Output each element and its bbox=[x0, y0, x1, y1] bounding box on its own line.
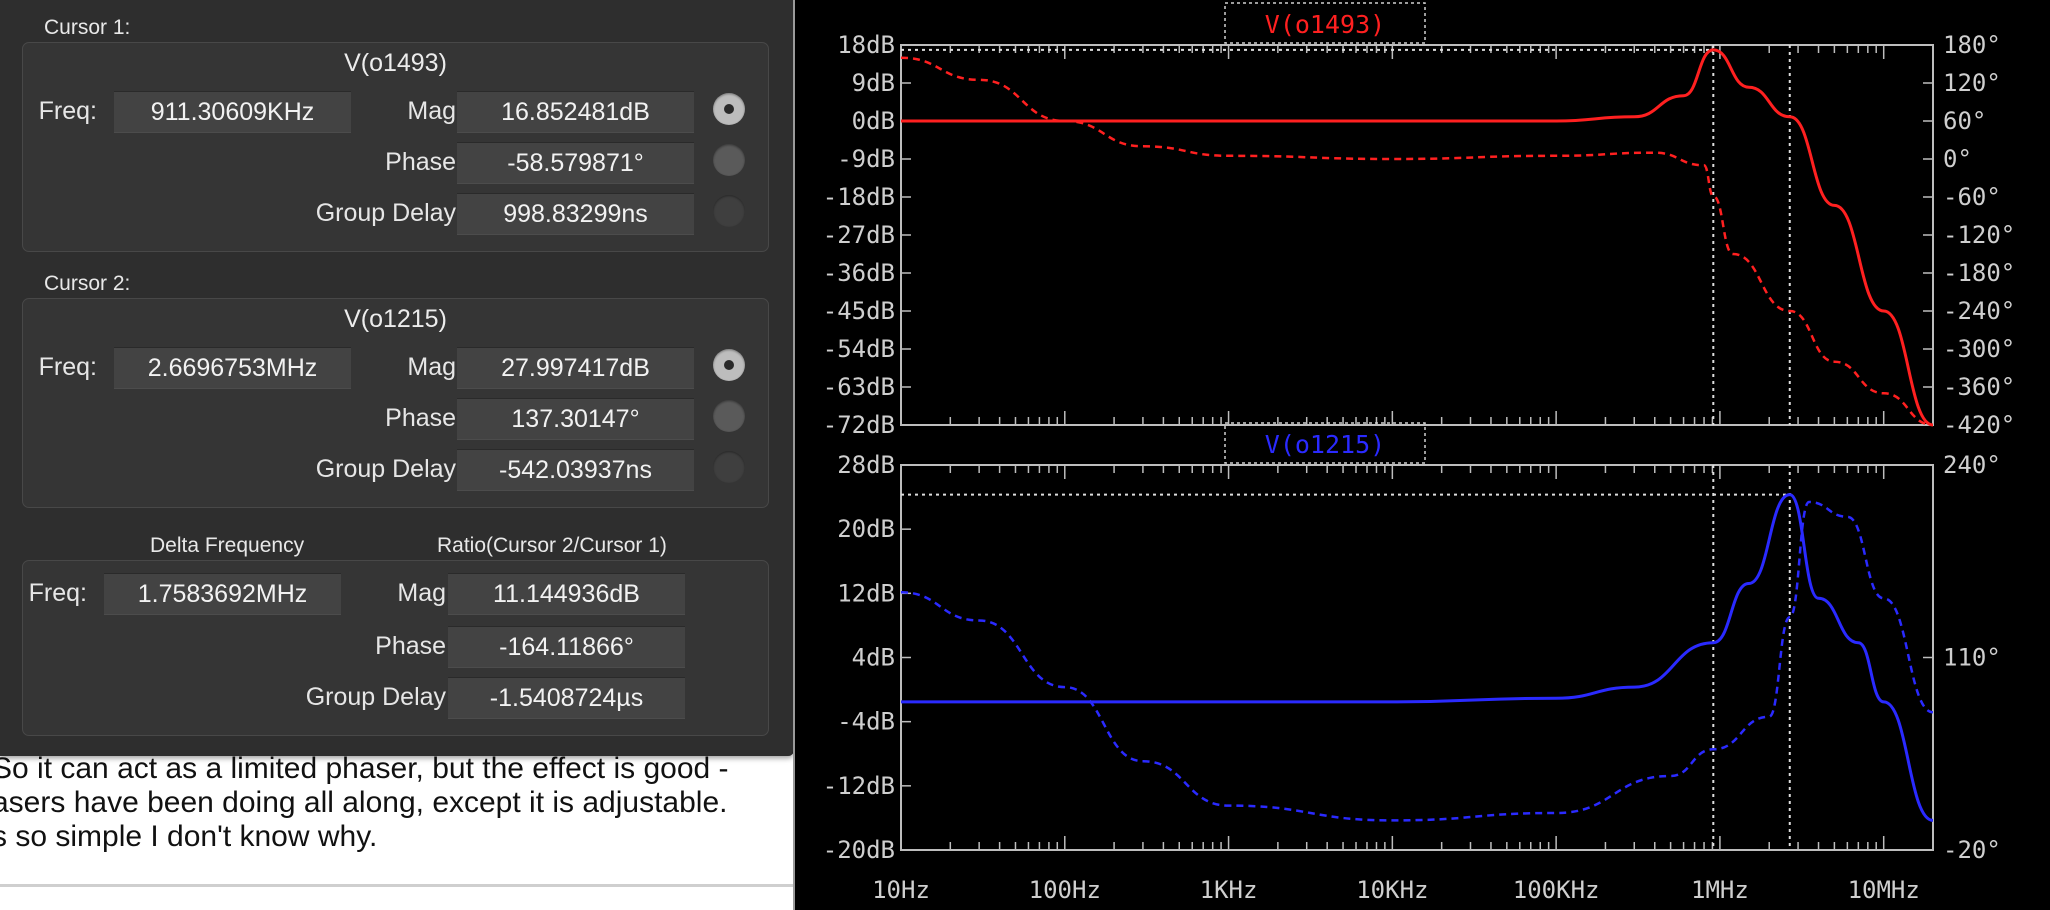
background-document-text: So it can act as a limited phaser, but t… bbox=[0, 752, 792, 854]
cursor2-group-delay-field[interactable]: -542.03937ns bbox=[457, 449, 694, 491]
y-tick-label: 12dB bbox=[837, 579, 895, 607]
mag-label: Mag: bbox=[407, 97, 463, 125]
text-line: asers have been doing all along, except … bbox=[0, 786, 728, 819]
y-tick-label: -20dB bbox=[823, 836, 895, 864]
top-plot-frame bbox=[900, 44, 1934, 426]
y-tick-label: -36dB bbox=[823, 259, 895, 287]
x-tick-label: 1KHz bbox=[1200, 876, 1258, 904]
ratio-phase-field[interactable]: -164.11866° bbox=[448, 626, 685, 668]
y2-tick-label: -120° bbox=[1943, 221, 2015, 249]
text-line: So it can act as a limited phaser, but t… bbox=[0, 752, 729, 785]
cursor-readout-panel: Cursor 1: V(o1493) Freq: 911.30609KHz Ma… bbox=[0, 0, 794, 756]
x-tick-label: 10KHz bbox=[1356, 876, 1428, 904]
bottom-phase-curve bbox=[900, 500, 1934, 822]
y2-tick-label: -20° bbox=[1943, 836, 2001, 864]
cursor1-mag-radio[interactable] bbox=[713, 93, 745, 125]
delta-frequency-heading: Delta Frequency bbox=[150, 534, 305, 557]
cursor2-freq-field[interactable]: 2.6696753MHz bbox=[114, 347, 351, 389]
freq-label: Freq: bbox=[28, 579, 87, 607]
text-line: s so simple I don't know why. bbox=[0, 820, 378, 853]
y2-tick-label: 240° bbox=[1943, 451, 2001, 479]
y-tick-label: 28dB bbox=[837, 451, 895, 479]
y-tick-label: -45dB bbox=[823, 297, 895, 325]
cursor1-phase-field[interactable]: -58.579871° bbox=[457, 142, 694, 184]
y-tick-label: 4dB bbox=[852, 644, 895, 672]
top-trace-title: V(o1493) bbox=[1265, 10, 1385, 39]
cursor1-trace-name: V(o1493) bbox=[344, 49, 447, 77]
cursor2-phase-radio[interactable] bbox=[713, 400, 745, 432]
x-tick-label: 100KHz bbox=[1513, 876, 1600, 904]
bottom-magnitude-curve bbox=[900, 493, 1934, 822]
phase-label: Phase: bbox=[385, 404, 463, 432]
group-delay-label: Group Delay: bbox=[305, 683, 453, 711]
bode-plot[interactable]: 18dB 9dB 0dB -9dB -18dB -27dB -36dB -45dB -54dB -… bbox=[795, 0, 2050, 910]
y2-tick-label: 0° bbox=[1943, 145, 1972, 173]
y-tick-label: 0dB bbox=[852, 107, 895, 135]
group-delay-label: Group Delay: bbox=[315, 455, 463, 483]
y2-tick-label: 180° bbox=[1943, 31, 2001, 59]
y-tick-label: -63dB bbox=[823, 373, 895, 401]
y2-tick-label: -300° bbox=[1943, 335, 2015, 363]
cursor2-mag-field[interactable]: 27.997417dB bbox=[457, 347, 694, 389]
cursor1-group-delay-radio[interactable] bbox=[713, 195, 745, 227]
cursor1-heading: Cursor 1: bbox=[44, 16, 131, 39]
top-magnitude-curve bbox=[900, 48, 1934, 427]
y-tick-label: -72dB bbox=[823, 411, 895, 439]
group-delay-label: Group Delay: bbox=[315, 199, 463, 227]
bottom-trace-title: V(o1215) bbox=[1265, 430, 1385, 459]
ratio-mag-field[interactable]: 11.144936dB bbox=[448, 573, 685, 615]
phase-label: Phase: bbox=[385, 148, 463, 176]
x-tick-label: 1MHz bbox=[1691, 876, 1749, 904]
cursor2-mag-radio[interactable] bbox=[713, 349, 745, 381]
cursor1-group: V(o1493) Freq: 911.30609KHz Mag: 16.8524… bbox=[22, 42, 769, 252]
y2-tick-label: -240° bbox=[1943, 297, 2015, 325]
y2-tick-label: -60° bbox=[1943, 183, 2001, 211]
cursor1-group-delay-field[interactable]: 998.83299ns bbox=[457, 193, 694, 235]
cursor2-group: V(o1215) Freq: 2.6696753MHz Mag: 27.9974… bbox=[22, 298, 769, 508]
y-tick-label: 9dB bbox=[852, 69, 895, 97]
cursor1-phase-radio[interactable] bbox=[713, 144, 745, 176]
x-tick-label: 10MHz bbox=[1848, 876, 1920, 904]
bottom-plot-frame bbox=[900, 464, 1934, 851]
cursor2-group-delay-radio[interactable] bbox=[713, 451, 745, 483]
phase-label: Phase: bbox=[375, 632, 453, 660]
y2-tick-label: -180° bbox=[1943, 259, 2015, 287]
y-tick-label: 18dB bbox=[837, 31, 895, 59]
cursor1-mag-field[interactable]: 16.852481dB bbox=[457, 91, 694, 133]
y2-tick-label: 110° bbox=[1943, 644, 2001, 672]
freq-label: Freq: bbox=[38, 353, 97, 381]
y-tick-label: -9dB bbox=[837, 145, 895, 173]
cursor1-freq-field[interactable]: 911.30609KHz bbox=[114, 91, 351, 133]
y2-tick-label: 60° bbox=[1943, 107, 1986, 135]
cursor2-phase-field[interactable]: 137.30147° bbox=[457, 398, 694, 440]
cursor2-heading: Cursor 2: bbox=[44, 272, 131, 295]
delta-freq-field[interactable]: 1.7583692MHz bbox=[104, 573, 341, 615]
ratio-heading: Ratio(Cursor 2/Cursor 1) bbox=[437, 534, 667, 557]
x-tick-label: 100Hz bbox=[1029, 876, 1101, 904]
y-tick-label: -54dB bbox=[823, 335, 895, 363]
cursor2-trace-name: V(o1215) bbox=[344, 305, 447, 333]
y-tick-label: -27dB bbox=[823, 221, 895, 249]
x-tick-label: 10Hz bbox=[872, 876, 930, 904]
waveform-plot-window[interactable]: 18dB 9dB 0dB -9dB -18dB -27dB -36dB -45dB -54dB -… bbox=[793, 0, 2050, 910]
y2-tick-label: -420° bbox=[1943, 411, 2015, 439]
y2-tick-label: -360° bbox=[1943, 373, 2015, 401]
y2-tick-label: 120° bbox=[1943, 69, 2001, 97]
delta-group: Freq: 1.7583692MHz Mag: 11.144936dB Phas… bbox=[22, 560, 769, 736]
freq-label: Freq: bbox=[38, 97, 97, 125]
y-tick-label: -12dB bbox=[823, 772, 895, 800]
divider bbox=[0, 884, 800, 887]
mag-label: Mag: bbox=[397, 579, 453, 607]
y-tick-label: -4dB bbox=[837, 708, 895, 736]
mag-label: Mag: bbox=[407, 353, 463, 381]
ratio-group-delay-field[interactable]: -1.5408724µs bbox=[448, 677, 685, 719]
top-phase-curve bbox=[900, 56, 1934, 427]
y-tick-label: 20dB bbox=[837, 515, 895, 543]
y-tick-label: -18dB bbox=[823, 183, 895, 211]
